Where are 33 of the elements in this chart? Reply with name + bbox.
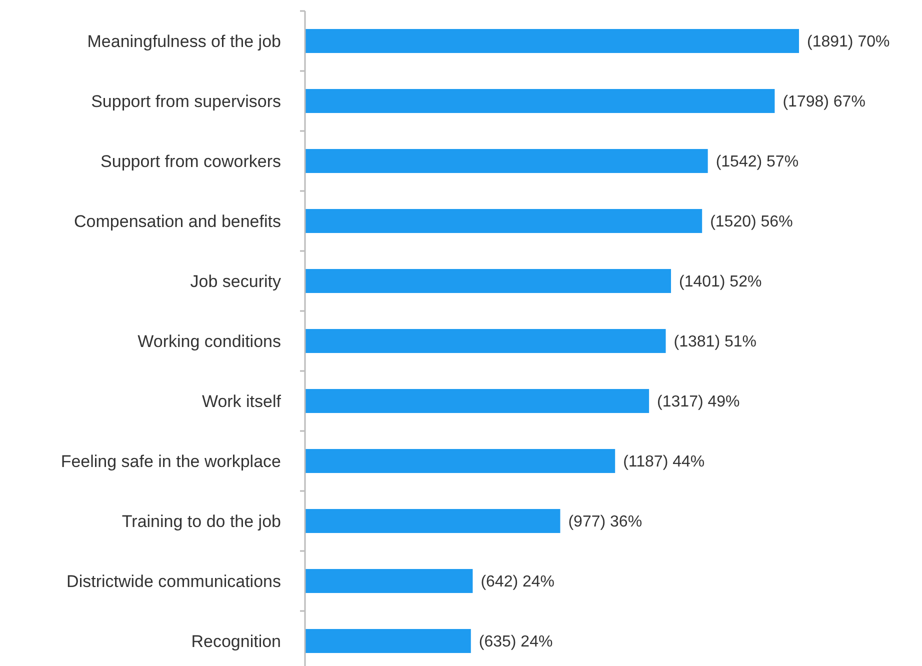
- y-tick-label: Working conditions: [138, 332, 281, 351]
- bar: [305, 89, 775, 113]
- y-tick-label: Support from coworkers: [100, 152, 281, 171]
- bar: [305, 269, 671, 293]
- y-tick-label: Support from supervisors: [91, 92, 281, 111]
- data-label: (1520) 56%: [710, 214, 793, 231]
- data-label: (635) 24%: [478, 634, 553, 651]
- data-label: (1401) 52%: [678, 274, 762, 291]
- bar: [305, 629, 471, 653]
- bar: [305, 449, 616, 473]
- y-tick-label: Training to do the job: [122, 512, 281, 531]
- data-label: (977) 36%: [568, 514, 642, 531]
- bar: [305, 329, 666, 353]
- y-tick-label: Compensation and benefits: [74, 212, 281, 231]
- y-tick-label: Districtwide communications: [66, 572, 281, 591]
- bar: [305, 509, 560, 533]
- y-tick-label: Meaningfulness of the job: [87, 32, 281, 51]
- bar: [305, 149, 708, 173]
- bar: [305, 569, 473, 593]
- y-tick-label: Job security: [190, 272, 282, 291]
- data-label: (1891) 70%: [807, 34, 890, 51]
- y-tick-label: Recognition: [191, 632, 281, 651]
- y-tick-label: Feeling safe in the workplace: [60, 452, 281, 471]
- data-label: (1187) 44%: [623, 454, 705, 471]
- data-label: (642) 24%: [480, 574, 555, 591]
- bar: [305, 389, 650, 413]
- bar: [305, 209, 702, 233]
- data-label: (1798) 67%: [782, 94, 866, 111]
- bar: [305, 29, 799, 53]
- data-label: (1317) 49%: [657, 394, 740, 411]
- data-label: (1381) 51%: [674, 334, 756, 351]
- data-label: (1542) 57%: [716, 154, 799, 171]
- y-tick-label: Work itself: [202, 392, 282, 411]
